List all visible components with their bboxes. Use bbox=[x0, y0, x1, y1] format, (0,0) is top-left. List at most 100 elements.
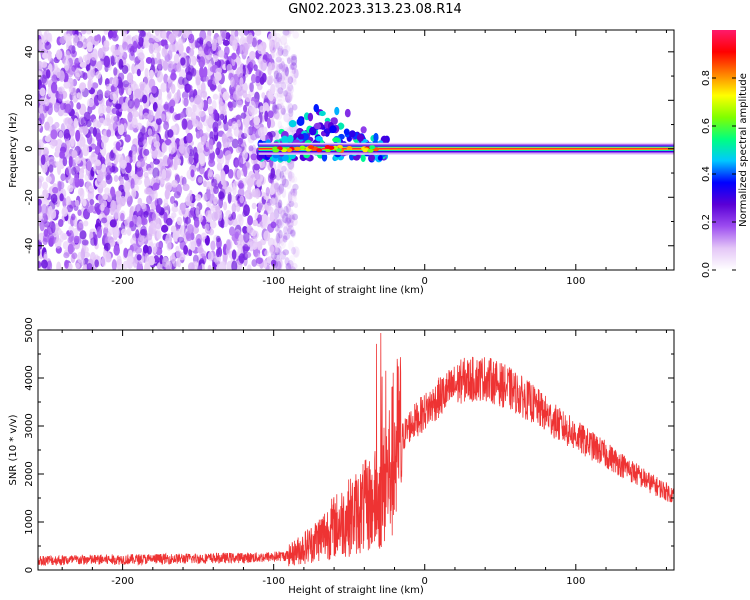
spectrogram-noise-cell bbox=[286, 93, 294, 100]
spectrogram-noise-cell bbox=[292, 183, 299, 191]
spectrogram-noise-cell bbox=[90, 53, 98, 61]
spectrogram-noise-cell bbox=[259, 105, 265, 113]
spectrogram-noise-cell bbox=[120, 228, 128, 236]
spectrogram-noise-cell bbox=[188, 248, 193, 257]
spectrogram-noise-cell bbox=[260, 59, 268, 72]
spectrogram-noise-cell bbox=[167, 91, 172, 99]
spectrogram-noise-cell bbox=[213, 196, 218, 205]
spectrogram-noise-cell bbox=[275, 56, 282, 63]
spectrogram-noise-cell bbox=[109, 150, 116, 162]
spectrogram-noise-cell bbox=[177, 236, 185, 243]
spectrogram-noise-cell bbox=[147, 167, 153, 175]
spectrogram-noise-cell bbox=[266, 117, 271, 129]
spectrogram-noise-cell bbox=[38, 260, 42, 269]
spectrogram-noise-cell bbox=[289, 162, 295, 171]
spectrogram-noise-cell bbox=[217, 210, 223, 222]
spectrogram-noise-cell bbox=[120, 212, 125, 222]
spectrogram-noise-cell bbox=[291, 213, 299, 221]
spectrogram-carrier-cell bbox=[299, 145, 306, 150]
spectrogram-noise-cell bbox=[134, 88, 141, 99]
spectrogram-noise-cell bbox=[89, 198, 95, 206]
spectrogram-noise-cell bbox=[112, 30, 118, 39]
spectrogram-noise-cell bbox=[188, 55, 196, 66]
spectrogram-noise-cell bbox=[130, 178, 135, 190]
spectrogram-noise-cell bbox=[174, 113, 181, 121]
spectrogram-noise-cell bbox=[104, 187, 111, 195]
spectrogram-carrier-cell bbox=[367, 148, 374, 153]
spectrogram-noise-cell bbox=[247, 264, 252, 270]
spectrogram-noise-cell bbox=[273, 77, 280, 84]
spectrogram-noise-cell bbox=[139, 235, 147, 243]
spectrogram-noise-cell bbox=[154, 176, 160, 185]
spectrogram-noise-cell bbox=[275, 41, 281, 50]
spectrogram-noise-cell bbox=[248, 100, 256, 113]
spectrogram-noise-cell bbox=[261, 92, 266, 99]
spectrogram-noise-cell bbox=[293, 249, 299, 257]
spectrogram-noise-cell bbox=[83, 220, 89, 227]
spectrogram-noise-cell bbox=[167, 156, 174, 168]
spectrogram-noise-cell bbox=[187, 262, 195, 270]
spectrogram-noise-cell bbox=[101, 256, 107, 267]
y-tick-label: 0 bbox=[24, 146, 35, 152]
spectrogram-noise-cell bbox=[68, 66, 75, 76]
spectrogram-noise-cell bbox=[171, 202, 177, 213]
spectrogram-noise-cell bbox=[220, 170, 226, 182]
spectrogram-noise-cell bbox=[220, 30, 227, 40]
spectrogram-noise-cell bbox=[268, 186, 276, 196]
spectrogram-noise-cell bbox=[78, 178, 84, 188]
spectrogram-noise-cell bbox=[290, 266, 296, 270]
snr-frame bbox=[37, 329, 675, 571]
spectrogram-noise-cell bbox=[81, 30, 87, 35]
spectrogram-noise-cell bbox=[287, 84, 295, 94]
spectrogram-noise-cell bbox=[152, 133, 160, 145]
spectrogram-noise-cell bbox=[161, 224, 169, 233]
spectrogram-noise-cell bbox=[279, 171, 285, 181]
spectrogram-chirp-cell bbox=[287, 134, 294, 143]
spectrogram-noise-cell bbox=[39, 87, 46, 97]
spectrogram-noise-cell bbox=[152, 101, 158, 112]
spectrogram-noise-cell bbox=[142, 94, 148, 104]
spectrogram-noise-cell bbox=[76, 102, 81, 110]
spectrogram-noise-cell bbox=[140, 225, 147, 236]
spectrogram-noise-cell bbox=[254, 249, 259, 257]
spectrogram-noise-cell bbox=[243, 165, 248, 178]
spectrogram-noise-cell bbox=[215, 67, 223, 74]
spectrogram-noise-cell bbox=[173, 191, 181, 199]
spectrogram-noise-cell bbox=[207, 264, 212, 270]
spectrogram-noise-cell bbox=[287, 57, 292, 64]
spectrogram-noise-cell bbox=[96, 173, 104, 182]
spectrogram-noise-cell bbox=[174, 30, 182, 38]
spectrogram-noise-cell bbox=[103, 30, 109, 35]
spectrogram-noise-cell bbox=[213, 109, 219, 122]
spectrogram-noise-cell bbox=[285, 213, 292, 224]
spectrogram-noise-cell bbox=[286, 74, 292, 84]
spectrogram-noise-cell bbox=[277, 76, 282, 84]
spectrogram-noise-cell bbox=[277, 245, 282, 256]
x-tick-label: -100 bbox=[262, 576, 285, 587]
spectrogram-noise-cell bbox=[161, 168, 167, 180]
spectrogram-noise-cell bbox=[253, 163, 260, 171]
spectrogram-noise-cell bbox=[147, 128, 153, 137]
spectrogram-noise-cell bbox=[227, 101, 233, 109]
spectrogram-noise-cell bbox=[197, 142, 203, 154]
spectrogram-noise-cell bbox=[254, 171, 260, 180]
spectrogram-noise-cell bbox=[50, 209, 57, 220]
spectrogram-noise-cell bbox=[43, 228, 49, 237]
spectrogram-noise-cell bbox=[137, 131, 144, 143]
spectrogram-noise-cell bbox=[218, 261, 226, 270]
spectrogram-noise-cell bbox=[287, 172, 294, 181]
spectrogram-noise-cell bbox=[282, 63, 289, 73]
spectrogram-noise-cell bbox=[287, 30, 295, 34]
spectrogram-noise-cell bbox=[67, 243, 74, 255]
spectrogram-noise-cell bbox=[200, 90, 207, 98]
spectrogram-noise-cell bbox=[250, 133, 258, 141]
y-tick-label: 20 bbox=[24, 94, 35, 107]
spectrogram-noise-cell bbox=[55, 49, 63, 60]
spectrogram-noise-cell bbox=[276, 48, 281, 61]
spectrogram-noise-cell bbox=[231, 203, 237, 214]
spectrogram-noise-cell bbox=[284, 30, 292, 37]
spectrogram-chirp-cell bbox=[373, 132, 379, 142]
spectrogram-noise-cell bbox=[228, 182, 236, 192]
spectrogram-noise-cell bbox=[183, 146, 190, 159]
